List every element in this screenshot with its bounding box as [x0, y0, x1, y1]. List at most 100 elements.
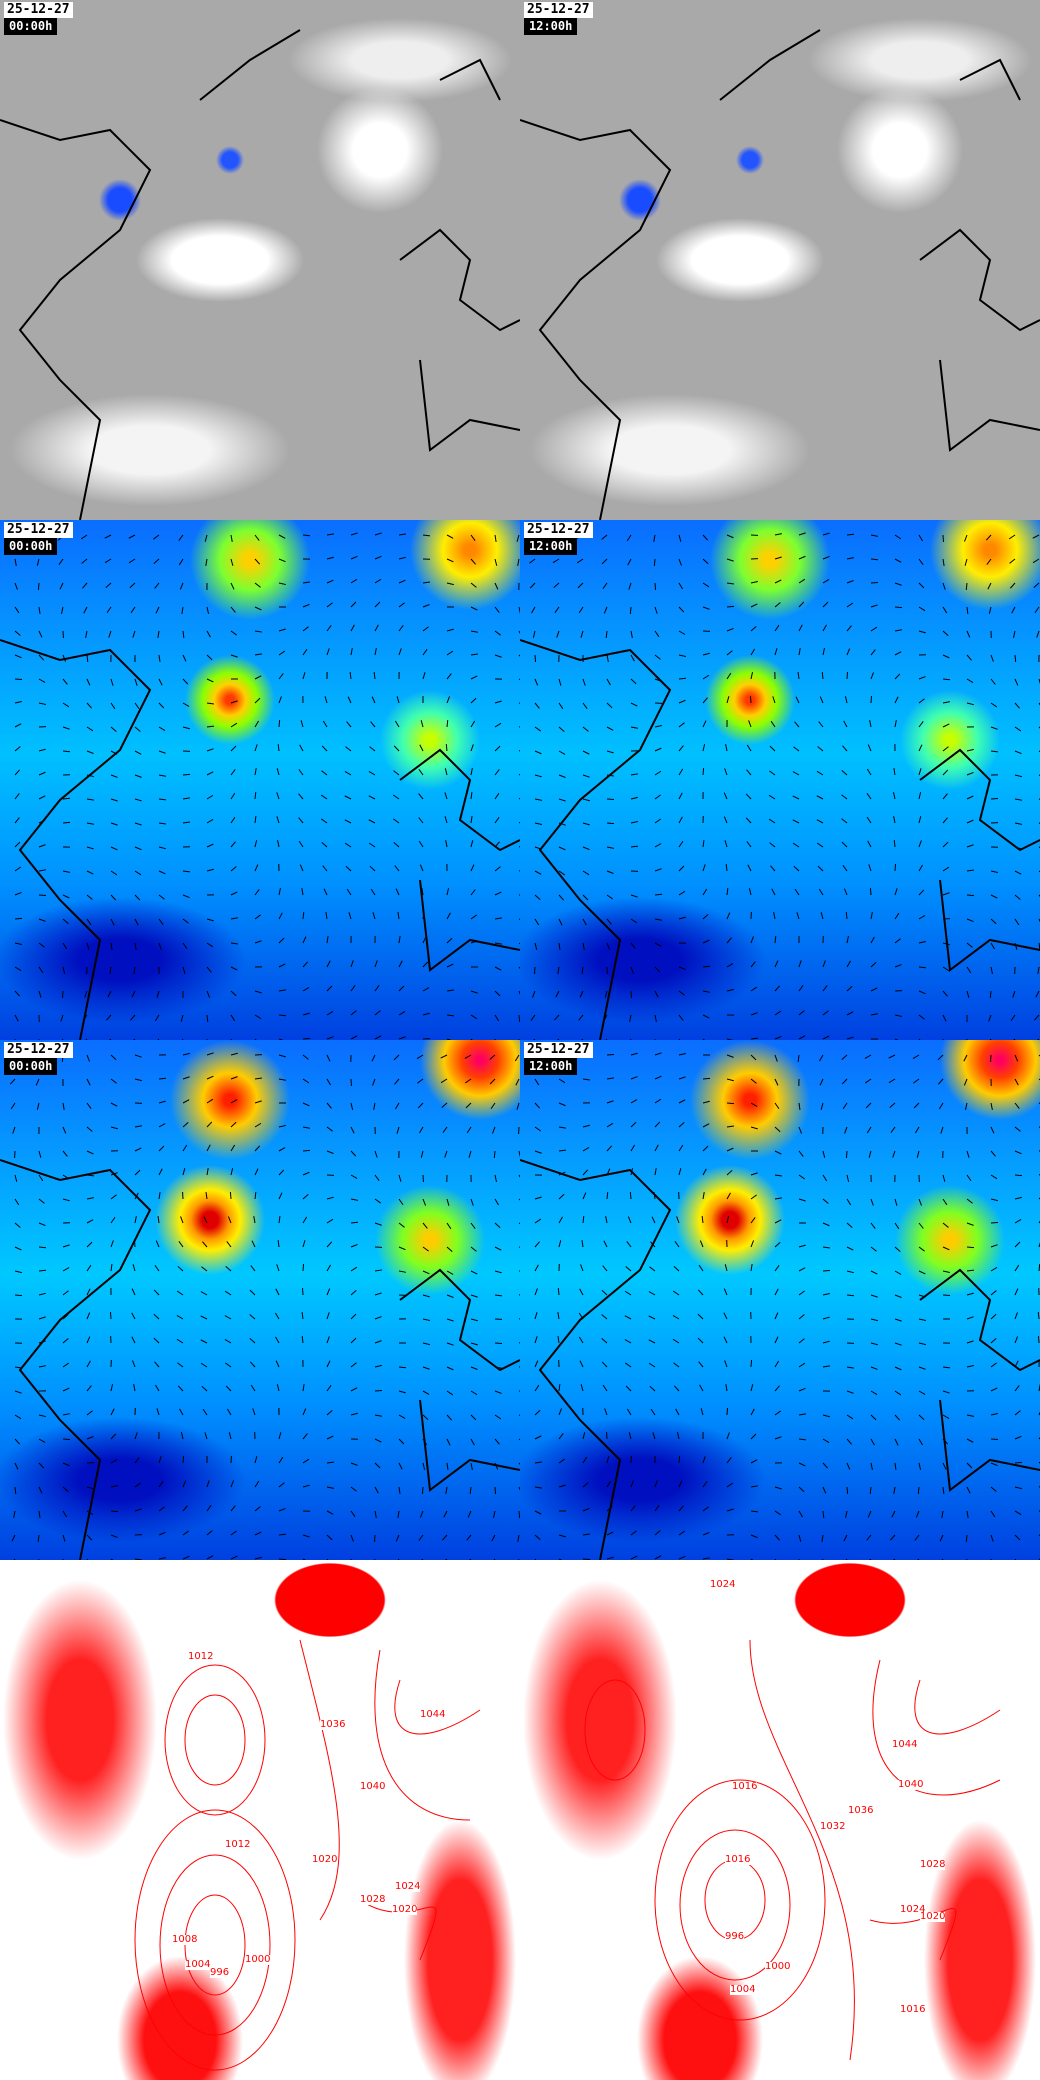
- wind-arrow: [369, 746, 376, 752]
- wind-arrow: [843, 888, 848, 896]
- wind-arrow: [1014, 822, 1022, 825]
- wind-arrow: [494, 1438, 500, 1445]
- wind-arrow: [62, 1413, 70, 1416]
- wind-arrow: [626, 1241, 632, 1248]
- wind-arrow: [604, 990, 608, 998]
- wind-arrow: [182, 821, 191, 824]
- wind-arrow: [417, 1078, 424, 1084]
- wind-arrow: [841, 794, 848, 800]
- wind-arrow: [558, 942, 561, 950]
- wind-arrow: [966, 1269, 975, 1272]
- wind-arrow: [918, 630, 926, 634]
- wind-arrow: [870, 558, 879, 561]
- wind-arrow: [534, 1126, 542, 1132]
- isobar-label: 1020: [920, 1911, 946, 1922]
- wind-arrow: [374, 1510, 377, 1518]
- wind-arrow: [158, 678, 163, 686]
- wind-arrow: [470, 1014, 478, 1020]
- wind-arrow: [326, 533, 334, 536]
- wind-arrow: [1012, 990, 1016, 998]
- wind-arrow: [110, 1459, 118, 1464]
- wind-arrow: [774, 1241, 781, 1248]
- wind-arrow: [110, 1384, 114, 1392]
- wind-arrow: [816, 842, 824, 848]
- wind-arrow: [254, 864, 259, 872]
- wind-arrow: [278, 937, 285, 944]
- wind-arrow: [302, 1433, 308, 1440]
- wind-arrow: [534, 1435, 542, 1440]
- isobar-label: 1036: [320, 1719, 346, 1730]
- wind-arrow: [942, 1222, 949, 1228]
- wind-arrow: [750, 1012, 758, 1016]
- wind-arrow: [725, 744, 728, 752]
- wind-arrow: [518, 630, 520, 634]
- wind-arrow: [301, 888, 304, 896]
- wind-arrow: [870, 936, 875, 944]
- wind-arrow: [446, 558, 454, 563]
- wind-arrow: [918, 1414, 925, 1421]
- wind-arrow: [892, 1558, 896, 1560]
- wind-arrow: [446, 1294, 454, 1298]
- wind-arrow: [398, 985, 405, 992]
- wind-arrow: [81, 558, 88, 564]
- wind-arrow: [278, 1456, 284, 1464]
- wind-arrow: [746, 841, 752, 848]
- wind-arrow: [891, 1510, 896, 1518]
- date-label: 25-12-27: [524, 522, 593, 538]
- wind-arrow: [1035, 990, 1040, 998]
- wind-arrow: [554, 606, 560, 613]
- wind-arrow: [374, 1269, 382, 1272]
- wind-arrow: [206, 678, 214, 683]
- wind-arrow: [206, 942, 214, 948]
- wind-arrow: [277, 1239, 280, 1248]
- wind-arrow: [678, 1168, 682, 1176]
- wind-arrow: [110, 822, 118, 826]
- wind-arrow: [275, 1336, 280, 1344]
- wind-arrow: [464, 1054, 472, 1059]
- wind-arrow: [702, 1481, 708, 1488]
- wind-arrow: [942, 1462, 947, 1470]
- wind-map-00h: 25-12-27 00:00h: [0, 520, 520, 1040]
- wind-arrow: [558, 1433, 564, 1440]
- wind-arrow: [254, 1168, 259, 1176]
- wind-arrow: [518, 1438, 520, 1441]
- wind-arrow: [630, 796, 638, 800]
- wind-arrow: [418, 817, 424, 824]
- wind-arrow: [470, 606, 478, 611]
- wind-arrow: [14, 558, 17, 566]
- wind-arrow: [558, 918, 563, 926]
- wind-arrow: [254, 1556, 262, 1560]
- wind-arrow: [444, 1150, 448, 1158]
- wind-arrow: [990, 1510, 996, 1518]
- wind-arrow: [770, 865, 776, 872]
- wind-arrow: [606, 894, 614, 900]
- pressure-map-12h: 1024 1016 1044 1040 1036 1032 1028 1024 …: [520, 1560, 1040, 2080]
- wind-arrow: [36, 1102, 40, 1110]
- wind-arrow: [206, 748, 214, 752]
- wind-arrow: [606, 726, 614, 731]
- wind-arrow: [395, 1102, 400, 1110]
- wind-arrow: [344, 771, 352, 776]
- wind-arrow: [326, 1534, 333, 1541]
- wind-arrow: [418, 840, 424, 848]
- wind-arrow: [846, 1036, 854, 1040]
- wind-arrow: [277, 743, 280, 752]
- wind-arrow: [894, 1414, 901, 1421]
- wind-arrow: [276, 816, 280, 824]
- wind-arrow: [553, 582, 560, 588]
- wind-arrow: [374, 1035, 382, 1040]
- date-label: 25-12-27: [4, 2, 73, 18]
- wind-arrow: [108, 1038, 112, 1040]
- wind-arrow: [38, 1438, 46, 1443]
- wind-arrow: [350, 1387, 358, 1392]
- wind-arrow: [347, 696, 352, 704]
- wind-arrow: [918, 792, 922, 800]
- wind-arrow: [14, 1414, 22, 1420]
- wind-arrow: [841, 1054, 848, 1061]
- coastline-overlay: [0, 29, 520, 520]
- wind-arrow: [518, 1198, 520, 1201]
- wind-arrow: [86, 894, 93, 900]
- wind-arrow: [494, 534, 497, 542]
- wind-arrow: [302, 961, 309, 968]
- wind-arrow: [894, 582, 902, 586]
